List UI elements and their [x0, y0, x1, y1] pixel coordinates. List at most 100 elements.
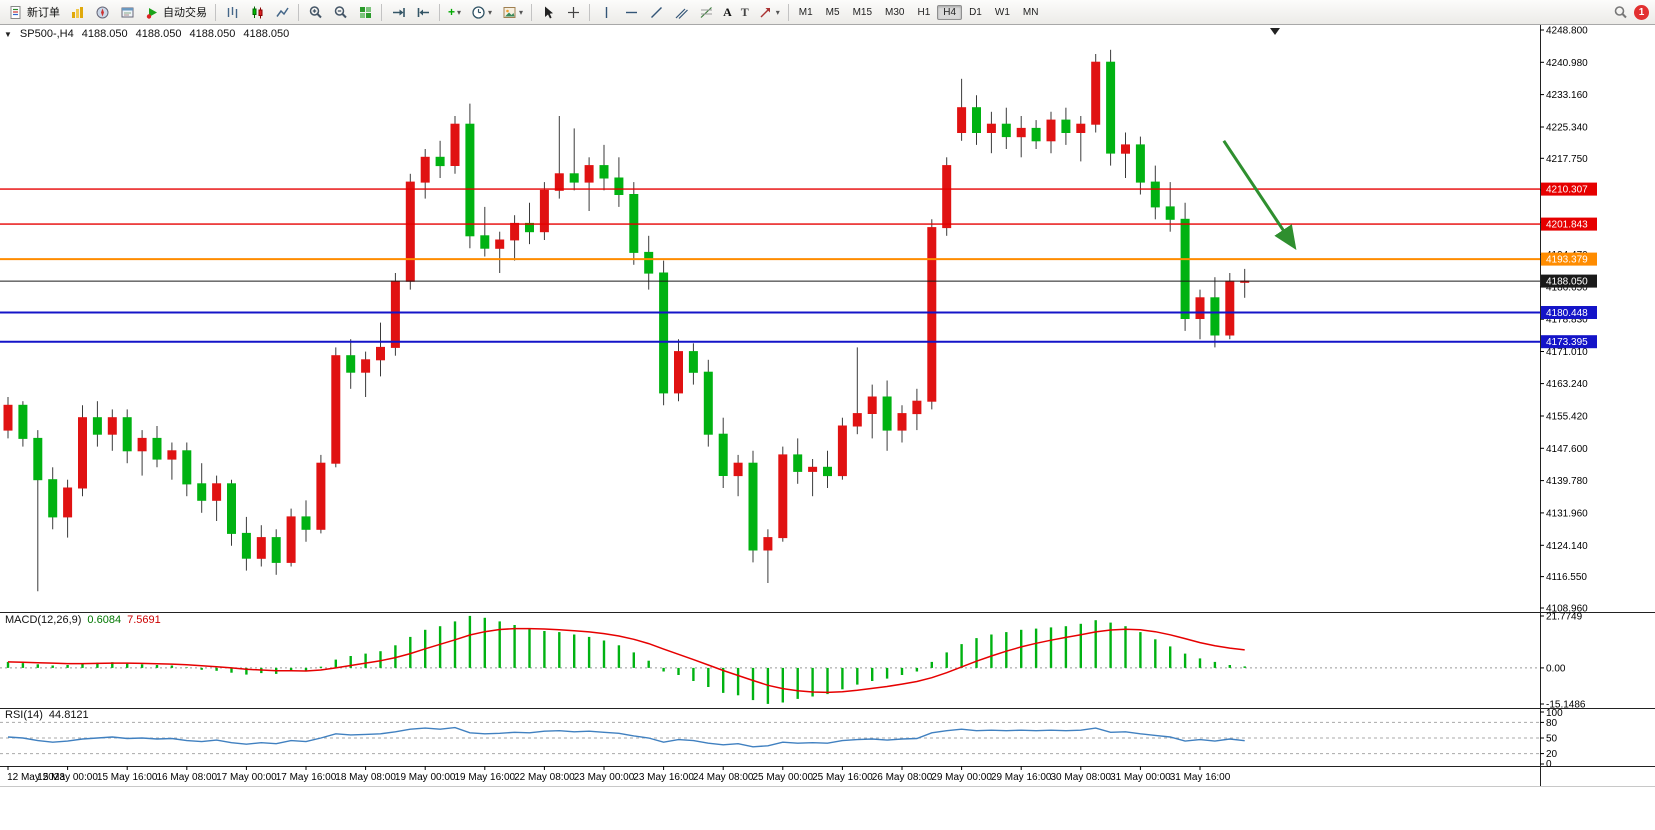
svg-text:4178.830: 4178.830	[1546, 315, 1588, 326]
svg-text:50: 50	[1546, 734, 1558, 745]
svg-text:12 May 2023: 12 May 2023	[7, 772, 65, 783]
new-order-button[interactable]: 新订单	[4, 1, 64, 24]
vertical-line-icon	[598, 4, 614, 20]
svg-text:15 May 16:00: 15 May 16:00	[97, 772, 158, 783]
periods-button[interactable]: ▾	[466, 1, 496, 24]
search-button[interactable]	[1612, 4, 1628, 20]
timeframe-d1-button[interactable]: D1	[969, 6, 982, 18]
svg-text:31 May 16:00: 31 May 16:00	[1170, 772, 1231, 783]
text-t-icon: T	[740, 4, 749, 19]
ohlc-close: 4188.050	[243, 28, 290, 40]
bar-chart-icon	[224, 4, 240, 20]
channel-button[interactable]	[669, 1, 693, 24]
fibonacci-icon	[698, 4, 714, 20]
chart-symbol-period: SP500-,H4	[19, 28, 74, 40]
notification-badge[interactable]: 1	[1634, 4, 1649, 20]
svg-text:0: 0	[1546, 759, 1552, 770]
main-toolbar: 新订单 自动交易 + ▾ ▾ ▾ A T ▾ M1 M5 M15 M30 H1 H…	[0, 0, 1655, 25]
toolbar-separator	[439, 3, 440, 21]
svg-text:4108.960: 4108.960	[1546, 604, 1588, 615]
navigator-button[interactable]	[90, 1, 114, 24]
zoom-in-icon	[307, 4, 323, 20]
plus-icon: +	[448, 5, 456, 19]
horizontal-line-icon	[623, 4, 639, 20]
ohlc-high: 4188.050	[135, 28, 182, 40]
timeframe-m30-button[interactable]: M30	[885, 6, 905, 18]
svg-text:4248.800: 4248.800	[1546, 26, 1588, 37]
timeframe-m5-button[interactable]: M5	[825, 6, 840, 18]
tile-windows-button[interactable]	[353, 1, 377, 24]
timeframe-mn-button[interactable]: MN	[1022, 6, 1039, 18]
svg-text:4139.780: 4139.780	[1546, 476, 1588, 487]
macd-label: MACD(12,26,9)	[5, 614, 82, 626]
new-order-icon	[8, 4, 24, 20]
svg-text:23 May 16:00: 23 May 16:00	[633, 772, 694, 783]
svg-text:4116.550: 4116.550	[1546, 572, 1587, 583]
chart-bars-button[interactable]	[220, 1, 244, 24]
shapes-button[interactable]: ▾	[754, 1, 784, 24]
chart-candles-button[interactable]	[245, 1, 269, 24]
svg-text:17 May 00:00: 17 May 00:00	[216, 772, 277, 783]
toolbar-separator	[531, 3, 533, 21]
svg-text:17 May 16:00: 17 May 16:00	[276, 772, 337, 783]
trendline-button[interactable]	[644, 1, 668, 24]
svg-text:25 May 00:00: 25 May 00:00	[752, 772, 813, 783]
clock-icon	[470, 4, 486, 20]
macd-header: MACD(12,26,9) 0.6084 7.5691	[5, 614, 161, 626]
svg-text:19 May 00:00: 19 May 00:00	[395, 772, 456, 783]
svg-text:25 May 16:00: 25 May 16:00	[812, 772, 873, 783]
vertical-line-button[interactable]	[594, 1, 618, 24]
tile-windows-icon	[357, 4, 373, 20]
cursor-button[interactable]	[536, 1, 560, 24]
svg-text:4225.340: 4225.340	[1546, 123, 1588, 134]
svg-text:21.7749: 21.7749	[1546, 612, 1583, 623]
svg-text:20: 20	[1546, 749, 1558, 760]
text-button[interactable]: A	[719, 1, 736, 24]
trendline-icon	[648, 4, 664, 20]
svg-text:29 May 16:00: 29 May 16:00	[991, 772, 1052, 783]
chart-line-button[interactable]	[270, 1, 294, 24]
timeframe-m15-button[interactable]: M15	[852, 6, 873, 18]
chart-shift-button[interactable]	[411, 1, 435, 24]
toolbar-separator	[787, 3, 789, 21]
svg-text:24 May 08:00: 24 May 08:00	[693, 772, 754, 783]
timeframe-m1-button[interactable]: M1	[798, 6, 813, 18]
line-chart-icon	[274, 4, 290, 20]
text-a-icon: A	[723, 4, 732, 19]
fibonacci-button[interactable]	[694, 1, 718, 24]
template-image-icon	[501, 4, 517, 20]
svg-text:26 May 08:00: 26 May 08:00	[872, 772, 933, 783]
horizontal-line-button[interactable]	[619, 1, 643, 24]
zoom-out-button[interactable]	[328, 1, 352, 24]
objects-collapse-icon[interactable]: ▼	[4, 29, 12, 39]
svg-text:100: 100	[1546, 708, 1563, 719]
add-indicator-button[interactable]: + ▾	[444, 1, 465, 24]
timeframe-h1-button[interactable]: H1	[917, 6, 931, 18]
svg-text:4217.750: 4217.750	[1546, 154, 1588, 165]
svg-text:4124.140: 4124.140	[1546, 541, 1588, 552]
timeframe-h4-button[interactable]: H4	[937, 4, 963, 20]
toolbar-separator	[589, 3, 591, 21]
market-watch-button[interactable]	[65, 1, 89, 24]
zoom-in-button[interactable]	[303, 1, 327, 24]
svg-text:4186.650: 4186.650	[1546, 282, 1588, 293]
cursor-arrow-icon	[540, 4, 556, 20]
chevron-down-icon: ▾	[488, 7, 493, 17]
svg-text:4233.160: 4233.160	[1546, 90, 1588, 101]
timeframe-w1-button[interactable]: W1	[994, 6, 1010, 18]
auto-scroll-button[interactable]	[386, 1, 410, 24]
autotrading-play-icon	[144, 4, 160, 20]
autotrading-label: 自动交易	[163, 7, 207, 19]
terminal-icon	[119, 4, 135, 20]
label-button[interactable]: T	[737, 1, 753, 24]
svg-text:4193.379: 4193.379	[1546, 255, 1588, 266]
navigator-icon	[94, 4, 110, 20]
autotrading-button[interactable]: 自动交易	[140, 1, 211, 24]
templates-button[interactable]: ▾	[497, 1, 527, 24]
zoom-out-icon	[332, 4, 348, 20]
terminal-button[interactable]	[115, 1, 139, 24]
crosshair-button[interactable]	[561, 1, 585, 24]
svg-text:4155.420: 4155.420	[1546, 412, 1588, 423]
svg-text:4210.307: 4210.307	[1546, 185, 1588, 196]
